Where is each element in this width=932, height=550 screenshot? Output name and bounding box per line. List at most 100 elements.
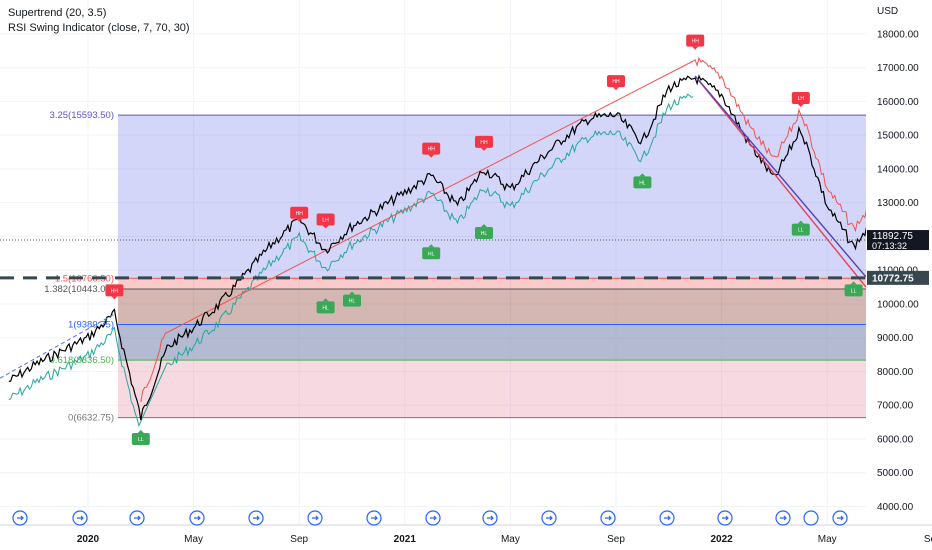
fib-level-label: 1(9389.75) bbox=[68, 320, 114, 331]
swing-low-marker[interactable] bbox=[844, 284, 863, 297]
time-tick-label: Sep bbox=[290, 534, 308, 545]
arrow-right-icon bbox=[77, 515, 84, 521]
legend-rsi-swing[interactable]: RSI Swing Indicator (close, 7, 70, 30) bbox=[8, 22, 190, 34]
fib-level-label: 3.25(15593.50) bbox=[50, 110, 114, 121]
horizontal-level-line bbox=[0, 239, 866, 280]
marker-pointer bbox=[692, 46, 699, 50]
time-tick-label: May bbox=[818, 534, 837, 545]
arrow-right-icon bbox=[253, 515, 260, 521]
currency-label: USD bbox=[877, 6, 898, 17]
swing-high-marker[interactable] bbox=[686, 34, 705, 47]
fib-level-label: 0(6632.75) bbox=[68, 413, 114, 424]
arrow-right-icon bbox=[780, 515, 787, 521]
marker-label: LH bbox=[322, 218, 329, 224]
price-tick-label: 6000.00 bbox=[877, 434, 914, 445]
arrow-right-icon bbox=[312, 515, 319, 521]
time-tick-label: May bbox=[501, 534, 520, 545]
supertrend-up-line bbox=[8, 93, 694, 428]
time-tick-label: Sep bbox=[607, 534, 625, 545]
swing-high-marker[interactable] bbox=[316, 213, 335, 226]
marker-label: HL bbox=[481, 231, 488, 237]
event-icons bbox=[12, 510, 848, 526]
fib-zone bbox=[118, 324, 866, 361]
trend-line-purple bbox=[694, 75, 867, 278]
marker-label: HH bbox=[111, 288, 119, 294]
swing-low-marker[interactable] bbox=[791, 223, 810, 236]
swing-high-marker[interactable] bbox=[105, 284, 124, 297]
price-tick-label: 4000.00 bbox=[877, 502, 914, 513]
legend-supertrend[interactable]: Supertrend (20, 3.5) bbox=[8, 7, 107, 19]
time-tick-label: May bbox=[184, 534, 203, 545]
trend-line-dashed bbox=[0, 313, 115, 379]
fib-zone bbox=[118, 288, 866, 325]
marker-label: HH bbox=[612, 79, 620, 85]
supertrend-down-line bbox=[140, 56, 932, 403]
marker-label: HL bbox=[639, 180, 646, 186]
price-tick-label: 13000.00 bbox=[877, 198, 919, 209]
marker-label: HH bbox=[296, 211, 304, 217]
marker-pointer bbox=[850, 281, 857, 285]
last-price-badge[interactable] bbox=[867, 230, 929, 251]
price-tick-label: 17000.00 bbox=[877, 63, 919, 74]
arrow-right-icon bbox=[664, 515, 671, 521]
marker-pointer bbox=[322, 225, 329, 229]
marker-pointer bbox=[322, 298, 329, 302]
swing-high-marker[interactable] bbox=[475, 135, 493, 148]
marker-pointer bbox=[639, 173, 646, 177]
time-tick-label: 2021 bbox=[394, 534, 417, 545]
time-tick-label: 2020 bbox=[77, 534, 100, 545]
indicator-legend: Supertrend (20, 3.5) RSI Swing Indicator… bbox=[8, 6, 190, 36]
marker-pointer bbox=[428, 244, 435, 248]
swing-low-marker[interactable] bbox=[422, 247, 441, 260]
arrow-right-icon bbox=[605, 515, 612, 521]
swing-low-marker[interactable] bbox=[343, 294, 361, 307]
marker-pointer bbox=[613, 87, 619, 91]
marker-label: HH bbox=[428, 147, 436, 153]
swing-high-marker[interactable] bbox=[607, 75, 625, 88]
arrow-right-icon bbox=[430, 515, 437, 521]
swing-low-marker[interactable] bbox=[131, 432, 150, 445]
price-tick-label: 8000.00 bbox=[877, 367, 914, 378]
marker-label: HH bbox=[692, 39, 700, 45]
marker-pointer bbox=[797, 220, 804, 224]
price-tick-label: 15000.00 bbox=[877, 131, 919, 142]
swing-high-marker[interactable] bbox=[422, 142, 441, 155]
lightning-icon[interactable] bbox=[803, 510, 819, 526]
marker-pointer bbox=[296, 218, 303, 222]
time-tick-label: Sep bbox=[924, 534, 932, 545]
arrow-right-icon bbox=[194, 515, 201, 521]
price-tick-label: 18000.00 bbox=[877, 29, 919, 40]
trend-line-red bbox=[694, 75, 867, 288]
arrow-right-icon bbox=[371, 515, 378, 521]
marker-label: HH bbox=[480, 140, 488, 146]
arrow-right-icon bbox=[134, 515, 141, 521]
marker-pointer bbox=[137, 429, 144, 433]
swing-low-marker[interactable] bbox=[633, 176, 652, 189]
swing-low-marker[interactable] bbox=[475, 227, 493, 240]
price-axis: USD 4000.00 5000.00 6000.00 7000.00 8000.00 90… bbox=[866, 0, 932, 550]
arrow-right-icon bbox=[546, 515, 553, 521]
trend-lines bbox=[0, 75, 867, 379]
marker-label: LL bbox=[851, 288, 857, 294]
price-tick-label: 7000.00 bbox=[877, 401, 914, 412]
price-tick-label: 9000.00 bbox=[877, 333, 914, 344]
price-tick-label: 14000.00 bbox=[877, 164, 919, 175]
marker-pointer bbox=[797, 104, 804, 108]
time-axis: 2020MaySep2021MaySep2022MaySep2023 bbox=[0, 524, 932, 545]
arrow-right-icon bbox=[837, 515, 844, 521]
marker-pointer bbox=[481, 224, 487, 228]
fib-level-label: 1.382(10443.00) bbox=[44, 284, 114, 295]
swing-low-marker[interactable] bbox=[316, 301, 335, 314]
marker-pointer bbox=[349, 291, 355, 295]
price-tick-label: 16000.00 bbox=[877, 97, 919, 108]
swing-high-marker[interactable] bbox=[791, 92, 810, 105]
swing-high-marker[interactable] bbox=[290, 206, 309, 219]
level-badge[interactable] bbox=[867, 270, 929, 285]
last-price-value: 11892.75 bbox=[872, 231, 913, 242]
fib-zone bbox=[118, 278, 866, 289]
marker-label: HL bbox=[322, 305, 329, 311]
price-tick-label: 10000.00 bbox=[877, 299, 919, 310]
marker-label: LH bbox=[798, 96, 805, 102]
marker-label: LL bbox=[798, 228, 804, 234]
